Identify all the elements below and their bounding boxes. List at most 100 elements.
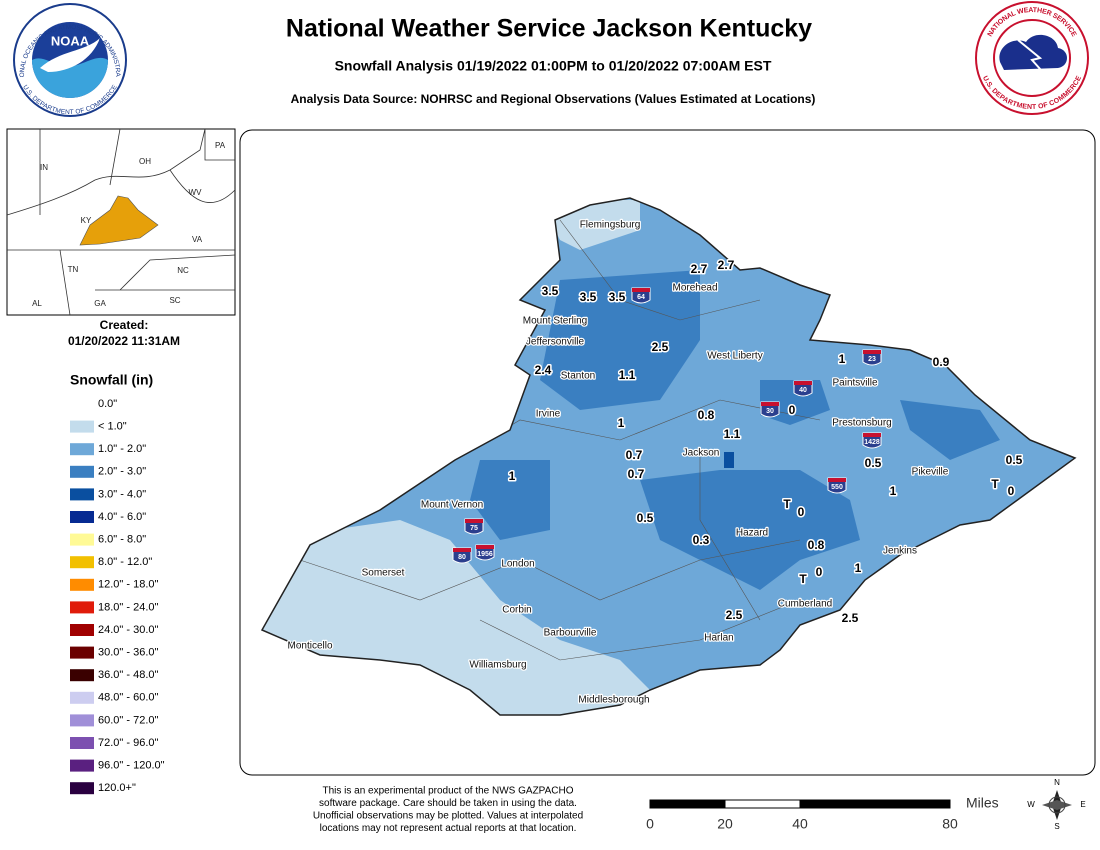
snowfall-report: 1 (509, 469, 516, 483)
disclaimer-line: This is an experimental product of the N… (322, 786, 573, 797)
snowfall-report: 0.5 (1006, 453, 1023, 467)
town-label: Cumberland (778, 599, 832, 610)
shield: 75 (464, 518, 484, 535)
snowfall-report: 0.7 (626, 448, 643, 462)
shield-top (453, 548, 471, 552)
snowfall-report: 0.8 (808, 538, 825, 552)
town-label: Morehead (672, 283, 717, 294)
inset-label: NC (177, 266, 189, 275)
legend-label: 0.0" (98, 398, 117, 410)
scale-bar: Miles 0 20 40 80 (646, 795, 999, 832)
observations: 3.5 3.5 3.5 2.7 2.7 2.5 2.4 1.1 1 0.9 1 0.8 1.1 0 0.7 0… (507, 257, 1024, 627)
disclaimer: This is an experimental product of the N… (313, 786, 583, 835)
compass-s: S (1054, 822, 1059, 831)
shield: 550 (827, 477, 847, 494)
legend-label: 120.0+" (98, 782, 136, 794)
inset-label: WV (189, 188, 203, 197)
disclaimer-line: Unofficial observations may be plotted. … (313, 811, 583, 822)
snowfall-report: 2.5 (842, 611, 859, 625)
snowfall-report: 3.5 (609, 290, 626, 304)
shield-top (761, 402, 779, 406)
subtitle: Snowfall Analysis 01/19/2022 01:00PM to … (335, 58, 772, 74)
legend-swatch (70, 669, 94, 682)
legend-label: < 1.0" (98, 421, 127, 433)
snowfall-report: 1.1 (619, 368, 636, 382)
shield: 23 (862, 349, 882, 366)
inset-label: IN (40, 163, 48, 172)
inset-label: OH (139, 157, 151, 166)
compass-e: E (1080, 800, 1085, 809)
inset-highlight (79, 195, 159, 246)
shield-number: 75 (470, 525, 478, 532)
shield: 40 (793, 380, 813, 397)
inset-label: TN (68, 265, 79, 274)
legend: 0.0" < 1.0" 1.0" - 2.0" 2.0" - 3.0" 3.0" - 4… (70, 398, 165, 795)
towns: Flemingsburg Morehead Mount Sterling Jeffer… (286, 218, 950, 707)
legend-swatch (70, 511, 94, 523)
scale-label: 80 (942, 816, 958, 832)
compass-w: W (1027, 800, 1035, 809)
shield: 30 (760, 401, 780, 418)
snowfall-report: 0.3 (693, 533, 710, 547)
shield-number: 1956 (477, 551, 493, 558)
town-label: Mount Sterling (523, 316, 587, 327)
legend-swatch (70, 556, 94, 569)
snowfall-report: 0 (1008, 484, 1015, 498)
legend-swatch (70, 737, 94, 749)
snowfall-report: 2.7 (718, 258, 735, 272)
snowfall-report: 1 (618, 416, 625, 430)
scale-label: 40 (792, 816, 808, 832)
inset-label: AL (32, 299, 42, 308)
inset-label: VA (192, 235, 203, 244)
snowfall-report: 1 (839, 352, 846, 366)
town-label: Corbin (502, 605, 531, 616)
dark-area (900, 400, 1000, 460)
town-label: Hazard (736, 528, 768, 539)
scale-segment (649, 799, 726, 809)
shield: 64 (631, 287, 651, 304)
legend-label: 4.0" - 6.0" (98, 511, 146, 523)
shield-top (828, 478, 846, 482)
town-label: West Liberty (707, 351, 762, 362)
legend-swatch (70, 578, 94, 591)
legend-label: 2.0" - 3.0" (98, 466, 146, 478)
shield-top (632, 288, 650, 292)
legend-swatch (70, 465, 94, 478)
legend-swatch (70, 420, 94, 433)
legend-swatch (70, 714, 94, 727)
created-label: Created: (100, 318, 149, 332)
disclaimer-line: software package. Care should be taken i… (319, 798, 577, 809)
inset-label: SC (169, 296, 180, 305)
town-label: Middlesborough (578, 695, 649, 706)
snowfall-report: 0.8 (698, 408, 715, 422)
legend-swatch (70, 691, 94, 704)
shield-top (465, 519, 483, 523)
town-label: Flemingsburg (580, 220, 641, 231)
snowfall-report: 3.5 (542, 284, 559, 298)
town-label: Jeffersonville (526, 337, 585, 348)
legend-label: 48.0" - 60.0" (98, 692, 158, 704)
dark-spot (724, 452, 734, 468)
legend-label: 3.0" - 4.0" (98, 488, 146, 500)
town-label: Pikeville (912, 467, 949, 478)
legend-label: 18.0" - 24.0" (98, 601, 158, 613)
dark-area (470, 460, 550, 540)
scale-unit: Miles (966, 795, 999, 811)
inset-label: GA (94, 299, 106, 308)
town-label: London (501, 559, 534, 570)
legend-label: 72.0" - 96.0" (98, 737, 158, 749)
inset-label: KY (81, 216, 92, 225)
town-label: Irvine (536, 409, 561, 420)
shield-number: 23 (868, 356, 876, 363)
shield-number: 64 (637, 294, 645, 301)
legend-label: 1.0" - 2.0" (98, 443, 146, 455)
legend-swatch (70, 624, 94, 636)
legend-swatch (70, 601, 94, 614)
scale-label: 20 (717, 816, 733, 832)
inset-label: PA (215, 141, 226, 150)
snowfall-report: 0.7 (628, 467, 645, 481)
town-label: Mount Vernon (421, 500, 483, 511)
snowfall-report: T (991, 477, 999, 491)
snowfall-report: 2.7 (691, 262, 708, 276)
legend-label: 8.0" - 12.0" (98, 556, 152, 568)
